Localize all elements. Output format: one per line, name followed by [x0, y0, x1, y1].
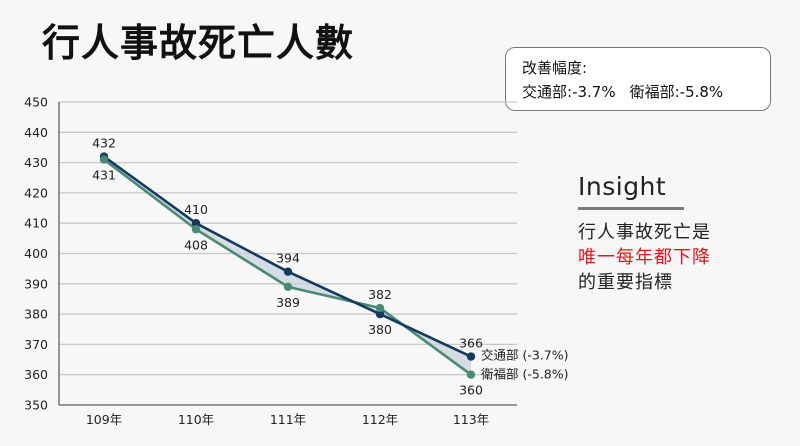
- data-point-mohw: [191, 225, 201, 234]
- insight-line-2-highlight: 唯一每年都下降: [578, 247, 711, 268]
- data-point-mohw: [99, 155, 109, 164]
- y-tick-label: 410: [24, 216, 48, 231]
- y-tick-label: 400: [24, 246, 48, 261]
- data-label-moti: 394: [276, 251, 300, 266]
- data-label-moti: 380: [368, 322, 392, 337]
- data-point-moti: [466, 352, 476, 361]
- legend-mohw: 衛福部 (-5.8%): [481, 367, 569, 382]
- legend-moti: 交通部 (-3.7%): [481, 348, 569, 363]
- x-tick-label: 110年: [178, 412, 214, 427]
- y-tick-label: 440: [24, 125, 48, 140]
- data-point-moti: [375, 309, 385, 319]
- improvement-summary-box: 改善幅度: 交通部:-3.7% 衛福部:-5.8%: [505, 47, 771, 111]
- x-tick-label: 112年: [362, 412, 398, 427]
- mohw-value: -5.8%: [679, 83, 724, 101]
- data-label-mohw: 360: [459, 383, 483, 398]
- data-label-moti: 432: [92, 136, 116, 151]
- insight-panel: Insight 行人事故死亡是 唯一每年都下降 的重要指標: [578, 172, 711, 295]
- x-tick-label: 111年: [270, 412, 306, 427]
- insight-heading: Insight: [578, 172, 667, 201]
- data-point-moti: [283, 267, 293, 276]
- y-tick-label: 390: [24, 276, 48, 291]
- x-tick-label: 109年: [86, 412, 122, 427]
- moti-label: 交通部:: [522, 83, 573, 101]
- data-point-moti: [191, 219, 201, 228]
- moti-value: -3.7%: [572, 83, 616, 101]
- data-label-mohw: 389: [276, 295, 300, 310]
- y-tick-label: 450: [24, 95, 48, 110]
- improvement-values: 交通部:-3.7% 衛福部:-5.8%: [522, 80, 770, 104]
- data-label-moti: 410: [184, 202, 208, 217]
- page-title: 行人事故死亡人數: [42, 21, 355, 65]
- data-label-moti: 366: [459, 336, 483, 351]
- x-tick-label: 113年: [453, 412, 489, 427]
- data-label-mohw: 382: [368, 287, 392, 302]
- y-tick-label: 350: [24, 398, 48, 413]
- y-tick-label: 360: [24, 367, 48, 382]
- insight-line-3: 的重要指標: [578, 272, 673, 293]
- y-tick-label: 380: [24, 307, 48, 322]
- insight-divider: [578, 207, 684, 210]
- data-point-mohw: [283, 282, 293, 292]
- insight-line-1: 行人事故死亡是: [578, 222, 711, 243]
- y-tick-label: 370: [24, 337, 48, 352]
- improvement-heading: 改善幅度:: [522, 59, 588, 77]
- y-tick-label: 420: [24, 185, 48, 200]
- y-tick-label: 430: [24, 155, 48, 170]
- data-point-mohw: [375, 303, 385, 313]
- data-label-mohw: 431: [92, 168, 116, 183]
- data-point-mohw: [466, 370, 476, 379]
- mohw-label: 衛福部:: [629, 83, 680, 101]
- series-line-mohw: [103, 158, 472, 376]
- data-label-mohw: 408: [184, 237, 208, 252]
